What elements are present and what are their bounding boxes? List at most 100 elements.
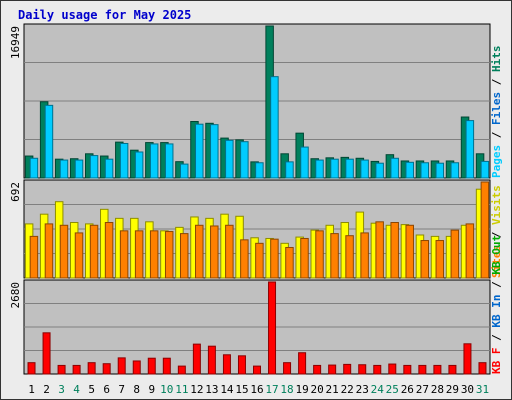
bar-files-day-9	[149, 143, 159, 179]
bar-files-day-10	[164, 143, 174, 179]
bar-kb-f-day-6	[102, 363, 111, 375]
bar-files-day-27	[420, 162, 429, 179]
bar-files-day-20	[315, 159, 324, 179]
bar-sites-day-2	[44, 223, 54, 279]
bar-files-day-4	[74, 159, 84, 179]
legend-entry-pages: Pages	[490, 145, 503, 178]
bar-sites-day-16	[255, 242, 264, 279]
x-tick-label: 6	[103, 383, 110, 396]
legend-entry-kb-f: KB F	[490, 348, 503, 375]
legend-panel-1: Sites / Visits	[490, 185, 503, 278]
x-tick-label: 9	[148, 383, 155, 396]
y-max-label: 16949	[9, 26, 22, 59]
bar-kb-f-day-10	[162, 357, 171, 375]
legend-separator: /	[490, 125, 503, 145]
legend-panel-0: Pages / Files / Hits	[490, 46, 503, 179]
bar-files-day-21	[330, 158, 339, 179]
x-tick-label: 12	[190, 383, 203, 396]
bar-sites-day-27	[420, 240, 429, 279]
x-tick-label: 15	[235, 383, 248, 396]
bar-sites-day-31	[480, 181, 490, 279]
bar-kb-f-day-23	[358, 364, 367, 375]
bar-kb-f-day-19	[298, 352, 307, 375]
x-tick-label: 2	[43, 383, 50, 396]
bar-files-day-24	[375, 162, 384, 179]
bar-kb-f-day-2	[42, 332, 51, 375]
bar-files-day-18	[285, 161, 294, 179]
bar-sites-day-8	[134, 230, 144, 279]
bar-sites-day-29	[450, 229, 460, 279]
bar-sites-day-19	[300, 237, 309, 279]
legend-entry-kb-out: KB Out	[490, 235, 503, 275]
bar-files-day-25	[390, 157, 399, 179]
bar-kb-f-day-17	[268, 281, 277, 375]
x-tick-label: 17	[265, 383, 278, 396]
x-tick-label: 3	[58, 383, 65, 396]
bar-sites-day-12	[195, 224, 204, 279]
bar-kb-f-day-26	[403, 364, 412, 375]
bar-files-day-22	[345, 158, 354, 179]
bar-kb-f-day-5	[87, 362, 96, 375]
bar-sites-day-18	[285, 246, 294, 279]
x-tick-label: 19	[295, 383, 308, 396]
bar-kb-f-day-30	[463, 343, 472, 375]
legend-separator: /	[490, 328, 503, 348]
x-tick-label: 16	[250, 383, 263, 396]
bar-files-day-19	[300, 146, 309, 179]
bar-sites-day-26	[405, 224, 414, 279]
bar-sites-day-24	[375, 221, 384, 279]
x-tick-label: 31	[476, 383, 489, 396]
x-tick-label: 8	[133, 383, 140, 396]
legend-separator: /	[490, 225, 503, 245]
legend-entry-visits: Visits	[490, 185, 503, 225]
bar-kb-f-day-31	[478, 362, 487, 375]
y-max-label: 2680	[9, 282, 22, 309]
bar-files-day-12	[195, 123, 204, 179]
legend-entry-sites: Sites	[490, 245, 503, 278]
x-tick-label: 29	[446, 383, 459, 396]
x-tick-label: 14	[220, 383, 234, 396]
x-tick-label: 13	[205, 383, 218, 396]
bar-files-day-8	[134, 151, 144, 179]
bar-kb-f-day-18	[283, 362, 292, 375]
bar-sites-day-14	[225, 224, 234, 279]
bar-sites-day-30	[465, 223, 475, 279]
x-tick-label: 4	[73, 383, 80, 396]
bar-files-day-28	[435, 162, 445, 179]
bar-files-day-6	[104, 158, 114, 179]
x-tick-label: 24	[371, 383, 385, 396]
x-tick-label: 27	[416, 383, 429, 396]
legend-panel-2: KB F / KB In / KB Out	[490, 235, 503, 374]
bar-sites-day-13	[210, 225, 219, 279]
bar-files-day-30	[465, 120, 475, 179]
x-tick-label: 23	[356, 383, 369, 396]
bar-kb-f-day-29	[448, 364, 457, 375]
bar-sites-day-15	[240, 239, 249, 279]
bar-kb-f-day-25	[388, 363, 397, 375]
bar-kb-f-day-12	[192, 343, 201, 375]
bar-sites-day-3	[59, 224, 69, 279]
bar-files-day-2	[44, 104, 54, 179]
bar-kb-f-day-20	[313, 364, 322, 375]
bar-sites-day-22	[345, 235, 354, 279]
bar-sites-day-4	[74, 232, 84, 279]
bar-files-day-3	[59, 159, 69, 179]
bar-sites-day-1	[29, 235, 39, 279]
bar-files-day-7	[119, 142, 129, 179]
x-tick-label: 21	[326, 383, 339, 396]
x-tick-label: 30	[461, 383, 474, 396]
bar-kb-f-day-7	[117, 357, 126, 375]
bar-sites-day-11	[179, 233, 189, 279]
bar-files-day-16	[255, 162, 264, 179]
bar-files-day-1	[29, 157, 39, 179]
bar-sites-day-9	[149, 230, 159, 279]
x-tick-label: 20	[311, 383, 324, 396]
bar-kb-f-day-8	[132, 360, 141, 375]
legend-entry-kb-in: KB In	[490, 295, 503, 328]
bar-kb-f-day-1	[27, 362, 36, 375]
x-tick-label: 28	[431, 383, 444, 396]
x-tick-label: 26	[401, 383, 414, 396]
bar-kb-f-day-21	[328, 364, 337, 375]
bar-sites-day-17	[270, 238, 279, 279]
